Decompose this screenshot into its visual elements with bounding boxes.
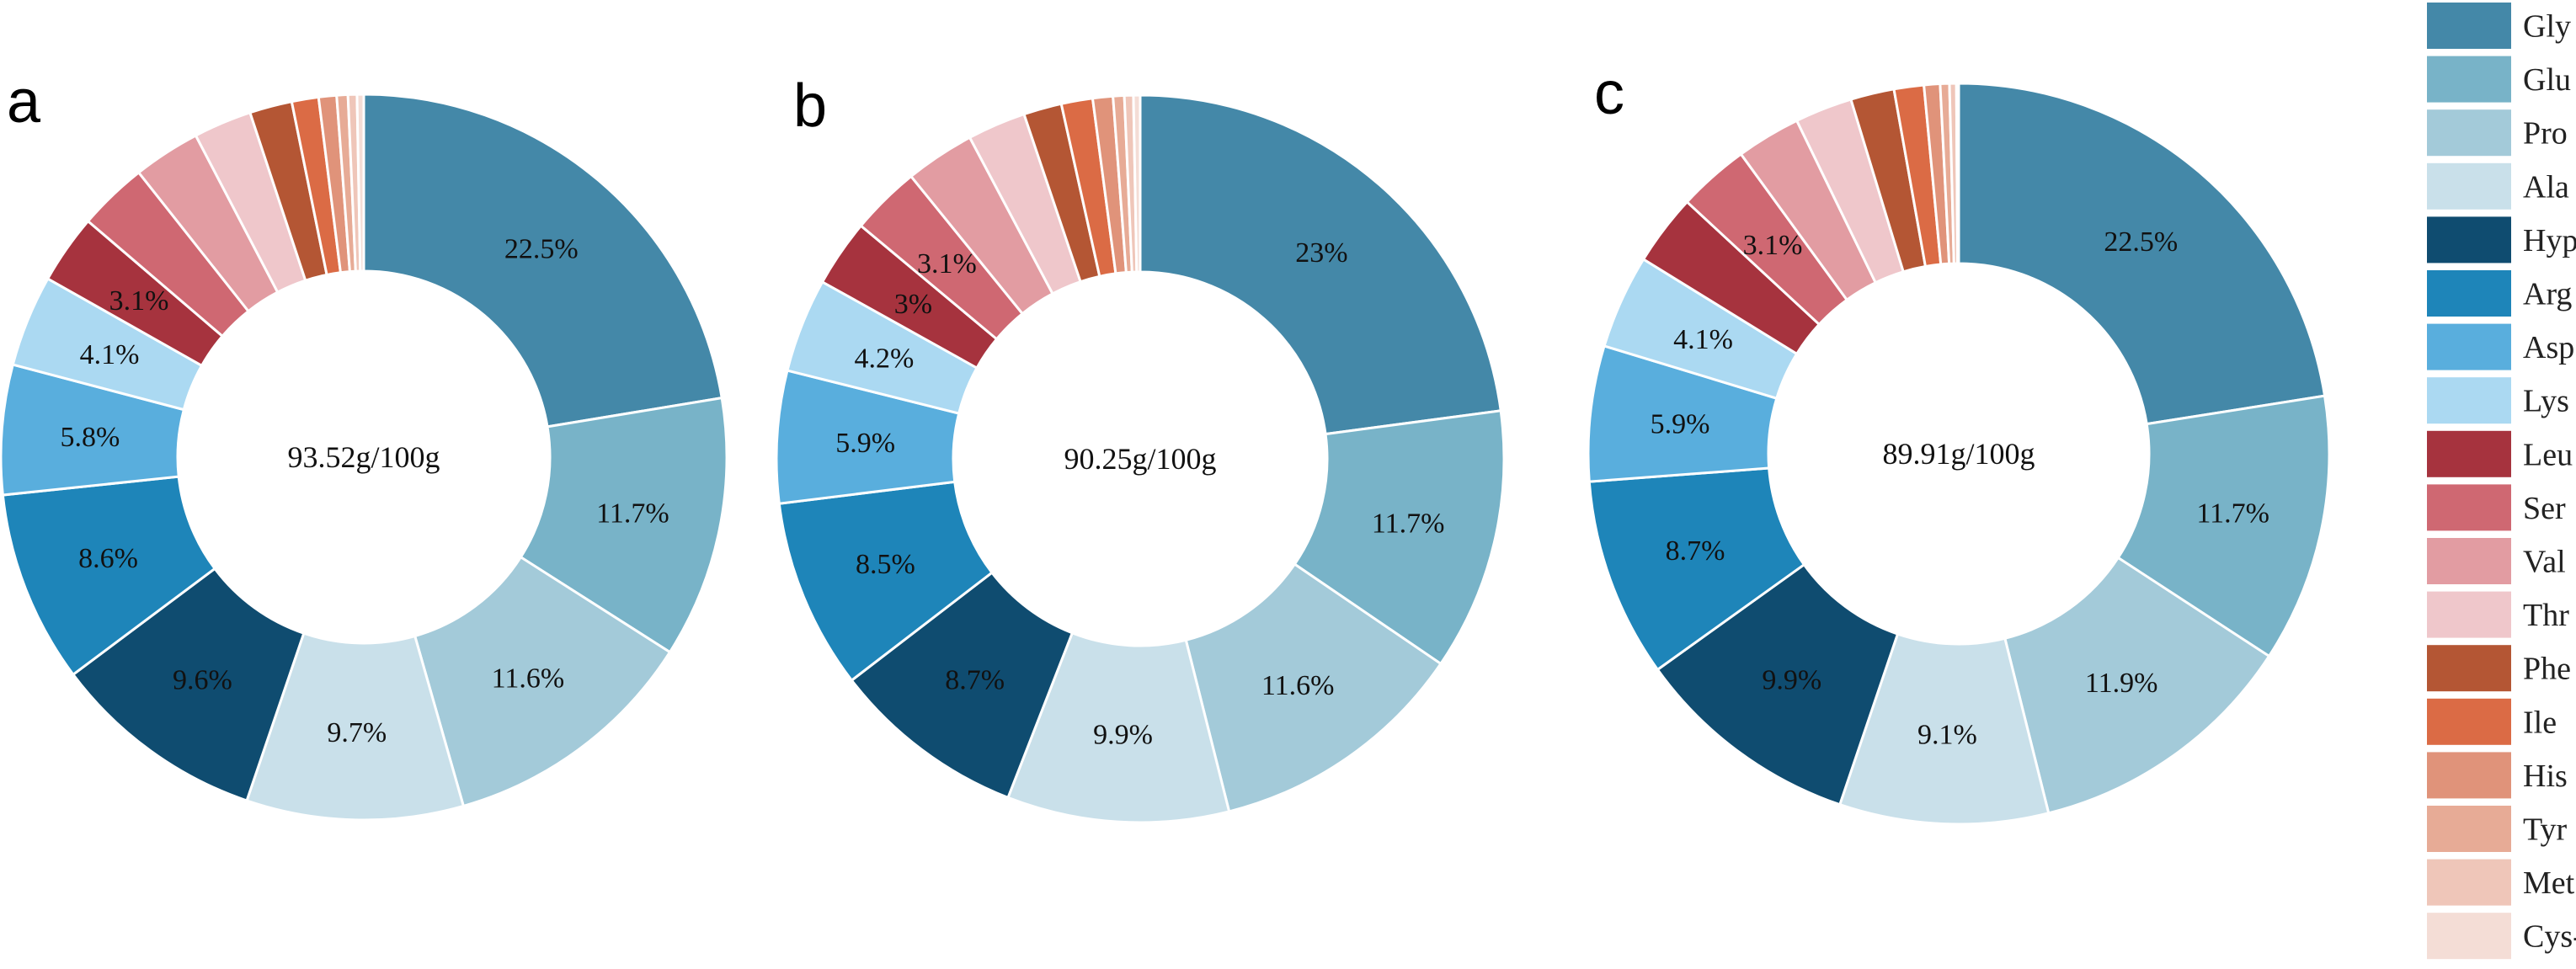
slice-label-hyp: 8.7% [945, 665, 1005, 696]
slice-label-lys: 4.2% [855, 343, 915, 375]
center-total-label: 93.52g/100g [287, 440, 440, 474]
slice-label-ala: 9.1% [1917, 720, 1977, 751]
slice-label-asp: 5.9% [835, 428, 895, 459]
slice-label-glu: 11.7% [1372, 508, 1445, 539]
slice-label-arg: 8.5% [856, 549, 915, 580]
legend-label-phe: Phe [2523, 652, 2571, 687]
slice-label-pro: 11.6% [1261, 670, 1335, 701]
legend-label-met: Met [2523, 865, 2575, 901]
legend-swatch-phe [2427, 645, 2511, 692]
slice-pro [1184, 562, 1443, 813]
slice-label-pro: 11.6% [492, 663, 565, 694]
donut-panel-b: b 23% 11.7% 11.6% 9.9% 8.7% 8.5% 5.9% 4.2% 3% 3.1… [775, 72, 1506, 824]
slice-label-lys: 4.1% [1673, 324, 1733, 355]
legend-label-tyr: Tyr [2523, 812, 2568, 848]
legend-swatch-ser [2427, 484, 2511, 531]
legend-swatch-glu [2427, 56, 2511, 103]
legend-label-ala: Ala [2523, 169, 2569, 205]
legend-label-val: Val [2523, 545, 2566, 580]
slice-cys-s [1132, 93, 1142, 274]
legend-label-leu: Leu [2523, 437, 2573, 472]
slice-pro [2003, 556, 2271, 815]
slice-ala [245, 631, 466, 822]
legend-swatch-asp [2427, 323, 2511, 370]
legend-label-lys: Lys [2523, 384, 2569, 419]
legend-label-cys-s: Cys-s [2523, 919, 2576, 955]
slice-cys-s [355, 93, 365, 273]
slice-label-lys: 4.1% [80, 339, 140, 370]
slice-label-asp: 5.9% [1651, 408, 1710, 439]
slice-glu [1293, 409, 1506, 666]
panel-letter-c: c [1594, 60, 1624, 127]
slice-label-gly: 22.5% [504, 233, 579, 264]
slice-label-gly: 22.5% [2104, 226, 2178, 258]
slice-gly [362, 93, 723, 429]
legend-label-ser: Ser [2523, 491, 2566, 526]
slice-label-ala: 9.9% [1093, 719, 1153, 750]
legend-label-arg: Arg [2523, 277, 2572, 312]
legend: Gly Glu Pro Ala Hyp Arg Asp Lys Leu Ser Val Thr Phe I… [2427, 3, 2576, 960]
slice-label-glu: 11.7% [596, 498, 669, 529]
donut-panel-a: a 22.5% 11.7% 11.6% 9.7% 9.6% 8.6% 5.8% 4.1% 3.1… [0, 68, 728, 822]
legend-swatch-met [2427, 859, 2511, 906]
slice-label-arg: 8.7% [1666, 535, 1725, 567]
legend-label-thr: Thr [2523, 598, 2569, 633]
panel-letter-b: b [793, 72, 827, 140]
slice-gly [1957, 82, 2327, 426]
slice-label-ala: 9.7% [327, 717, 387, 748]
donut-panel-c: c 22.5% 11.7% 11.9% 9.1% 9.9% 8.7% 5.9% 4.1% 3.1… [1587, 60, 2331, 826]
slice-label-glu: 11.7% [2196, 498, 2269, 530]
slice-pro [413, 555, 672, 808]
legend-label-his: His [2523, 759, 2568, 794]
legend-swatch-ile [2427, 698, 2511, 745]
legend-swatch-hyp [2427, 216, 2511, 264]
legend-swatch-his [2427, 752, 2511, 799]
legend-label-ile: Ile [2523, 705, 2557, 740]
legend-label-gly: Gly [2523, 9, 2571, 45]
legend-label-asp: Asp [2523, 330, 2574, 365]
legend-swatch-pro [2427, 109, 2511, 157]
slice-gly [1139, 93, 1502, 436]
legend-swatch-tyr [2427, 806, 2511, 852]
legend-swatch-thr [2427, 591, 2511, 638]
legend-label-hyp: Hyp [2523, 223, 2576, 258]
legend-swatch-gly [2427, 3, 2511, 49]
slice-label-arg: 8.6% [78, 543, 138, 574]
legend-swatch-leu [2427, 430, 2511, 477]
legend-swatch-lys [2427, 377, 2511, 424]
panel-letter-a: a [7, 68, 41, 136]
slice-label-asp: 5.8% [61, 422, 120, 453]
legend-swatch-val [2427, 538, 2511, 584]
slice-cys-s [1955, 82, 1960, 265]
slice-label-ser: 3.1% [1743, 230, 1803, 261]
slice-label-pro: 11.9% [2085, 668, 2158, 699]
slice-label-leu: 3.1% [109, 285, 169, 317]
slice-label-hyp: 9.9% [1762, 665, 1821, 696]
slice-label-ser: 3.1% [917, 248, 977, 280]
slice-label-leu: 3% [894, 289, 932, 320]
center-total-label: 90.25g/100g [1064, 442, 1216, 476]
slice-label-gly: 23% [1295, 237, 1347, 269]
legend-label-pro: Pro [2523, 116, 2568, 152]
slice-label-hyp: 9.6% [173, 665, 232, 696]
legend-swatch-arg [2427, 270, 2511, 317]
legend-swatch-cys-s [2427, 913, 2511, 960]
center-total-label: 89.91g/100g [1882, 437, 2035, 471]
legend-swatch-ala [2427, 162, 2511, 210]
legend-label-glu: Glu [2523, 62, 2571, 98]
